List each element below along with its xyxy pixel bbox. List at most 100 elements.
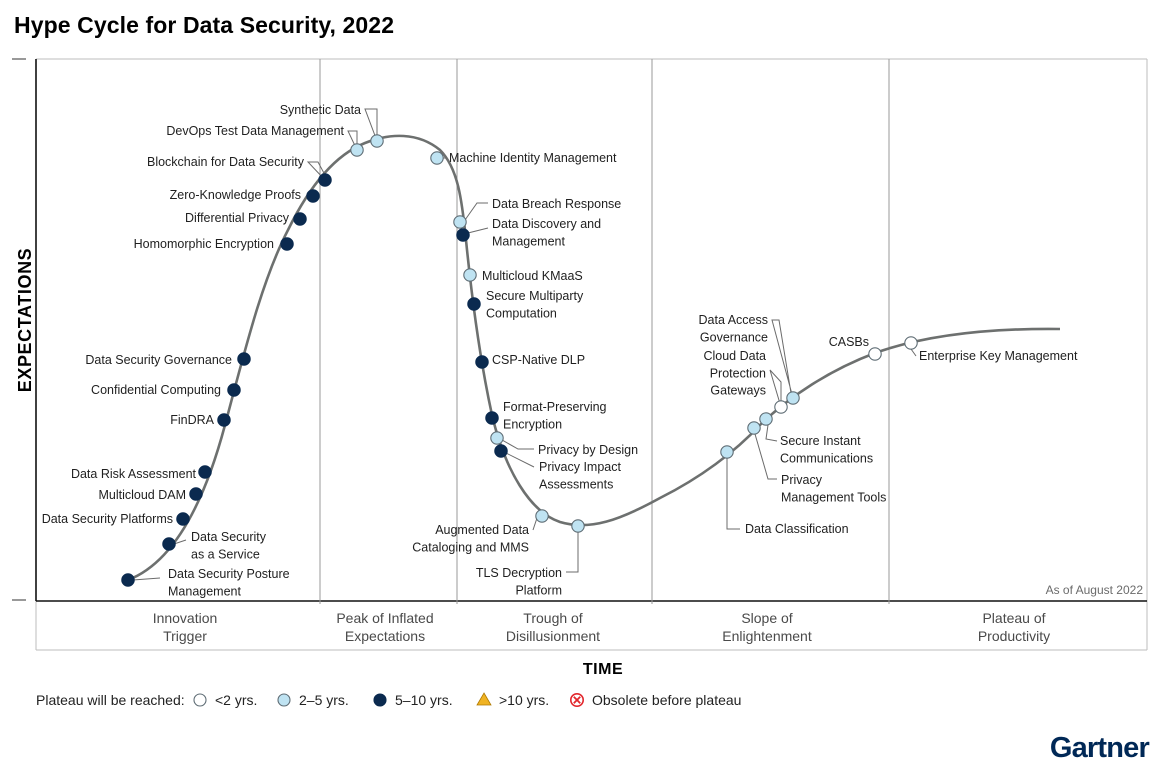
- technology-label: TLS Decryption Platform: [476, 566, 562, 597]
- technology-label: Machine Identity Management: [449, 151, 617, 165]
- technology-label: Format-Preserving Encryption: [503, 400, 607, 431]
- technology-marker[interactable]: [571, 519, 585, 533]
- technology-marker[interactable]: [774, 400, 788, 414]
- technology-marker[interactable]: [318, 173, 332, 187]
- phase-labels: Innovation Trigger Peak of Inflated Expecta…: [153, 610, 1050, 644]
- technology-label: Data Security Posture Management: [168, 567, 290, 598]
- technology-label: Data Security Platforms: [42, 512, 173, 526]
- legend-gt10-label: >10 yrs.: [499, 692, 549, 708]
- technology-label: Blockchain for Data Security: [147, 155, 305, 169]
- technology-label: Data Security Governance: [85, 353, 232, 367]
- legend-obsolete-icon: [569, 692, 584, 707]
- phase-dividers: [319, 59, 890, 604]
- leader-line: [769, 369, 782, 408]
- technology-label: Zero-Knowledge Proofs: [170, 188, 301, 202]
- technology-marker[interactable]: [176, 512, 190, 526]
- technology-marker[interactable]: [494, 444, 508, 458]
- technology-marker[interactable]: [121, 573, 135, 587]
- legend-y5to10-icon: [373, 693, 387, 707]
- page-title: Hype Cycle for Data Security, 2022: [14, 12, 395, 38]
- leader-line: [306, 161, 326, 181]
- technology-label: Synthetic Data: [280, 103, 361, 117]
- technology-markers: [121, 134, 918, 587]
- legend-y5to10-label: 5–10 yrs.: [395, 692, 453, 708]
- phase-label-trough-of-disillusionment: Trough of Disillusionment: [506, 610, 600, 644]
- technology-label: CSP-Native DLP: [492, 353, 585, 367]
- legend-y2to5-icon: [277, 693, 291, 707]
- technology-label: Privacy by Design: [538, 443, 638, 457]
- technology-label: Multicloud KMaaS: [482, 269, 583, 283]
- legend-lt2-icon: [193, 693, 207, 707]
- technology-marker[interactable]: [293, 212, 307, 226]
- technology-label: Secure Instant Communications: [780, 434, 873, 465]
- technology-label: DevOps Test Data Management: [166, 124, 344, 138]
- technology-marker[interactable]: [198, 465, 212, 479]
- leader-line: [726, 452, 740, 530]
- legend-lt2-label: <2 yrs.: [215, 692, 257, 708]
- technology-marker[interactable]: [463, 268, 477, 282]
- technology-marker[interactable]: [467, 297, 481, 311]
- technology-marker[interactable]: [475, 355, 489, 369]
- technology-label: Differential Privacy: [185, 211, 290, 225]
- technology-marker[interactable]: [227, 383, 241, 397]
- technology-marker[interactable]: [747, 421, 761, 435]
- leader-line: [771, 319, 794, 399]
- technology-marker[interactable]: [370, 134, 384, 148]
- y-axis-label: EXPECTATIONS: [15, 248, 35, 393]
- technology-marker[interactable]: [490, 431, 504, 445]
- leader-line: [566, 526, 579, 573]
- leader-line: [753, 427, 777, 480]
- technology-marker[interactable]: [485, 411, 499, 425]
- technology-label: CASBs: [829, 335, 869, 349]
- technology-label: Homomorphic Encryption: [134, 237, 274, 251]
- technology-label: Privacy Impact Assessments: [539, 460, 621, 491]
- technology-label: Multicloud DAM: [98, 488, 186, 502]
- technology-label: Augmented Data Cataloging and MMS: [412, 523, 529, 554]
- phase-label-slope-of-enlightenment: Slope of Enlightenment: [722, 610, 812, 644]
- technology-label: Cloud Data Protection Gateways: [703, 349, 766, 398]
- legend-prefix: Plateau will be reached:: [36, 692, 185, 708]
- as-of-date: As of August 2022: [1046, 583, 1144, 597]
- technology-marker[interactable]: [453, 215, 467, 229]
- technology-label: Data Access Governance: [699, 313, 769, 344]
- technology-label: FinDRA: [170, 413, 214, 427]
- gartner-logo: Gartner: [1050, 732, 1150, 764]
- technology-marker[interactable]: [189, 487, 203, 501]
- technology-label: Data Security as a Service: [191, 530, 267, 561]
- technology-label: Data Breach Response: [492, 197, 621, 211]
- leader-line: [347, 130, 358, 151]
- technology-marker[interactable]: [786, 391, 800, 405]
- technology-marker[interactable]: [280, 237, 294, 251]
- technology-label: Confidential Computing: [91, 383, 221, 397]
- technology-marker[interactable]: [237, 352, 251, 366]
- technology-label: Data Discovery and Management: [492, 217, 601, 248]
- phase-label-peak-of-inflated-expectations: Peak of Inflated Expectations: [336, 610, 433, 644]
- leader-line: [364, 108, 378, 142]
- technology-labels: Data Security Posture Management Data Secu…: [42, 103, 1078, 598]
- technology-marker[interactable]: [306, 189, 320, 203]
- technology-marker[interactable]: [868, 347, 882, 361]
- technology-label: Privacy Management Tools: [781, 473, 886, 504]
- technology-marker[interactable]: [430, 151, 444, 165]
- plot-frame: [12, 58, 1148, 651]
- technology-marker[interactable]: [535, 509, 549, 523]
- technology-marker[interactable]: [904, 336, 918, 350]
- technology-label: Secure Multiparty Computation: [486, 289, 584, 320]
- technology-marker[interactable]: [759, 412, 773, 426]
- technology-marker[interactable]: [456, 228, 470, 242]
- legend-y2to5-label: 2–5 yrs.: [299, 692, 349, 708]
- technology-marker[interactable]: [162, 537, 176, 551]
- legend-triangle-icon: [476, 692, 492, 706]
- technology-marker[interactable]: [720, 445, 734, 459]
- technology-label: Enterprise Key Management: [919, 349, 1078, 363]
- technology-label: Data Risk Assessment: [71, 467, 197, 481]
- technology-marker[interactable]: [350, 143, 364, 157]
- legend: Plateau will be reached: <2 yrs. 2–5 yrs. 5…: [36, 692, 741, 708]
- phase-label-plateau-of-productivity: Plateau of Productivity: [978, 610, 1050, 644]
- legend-obsolete-label: Obsolete before plateau: [592, 692, 741, 708]
- phase-label-innovation-trigger: Innovation Trigger: [153, 610, 218, 644]
- technology-marker[interactable]: [217, 413, 231, 427]
- technology-label: Data Classification: [745, 522, 849, 536]
- x-axis-label: TIME: [583, 661, 623, 678]
